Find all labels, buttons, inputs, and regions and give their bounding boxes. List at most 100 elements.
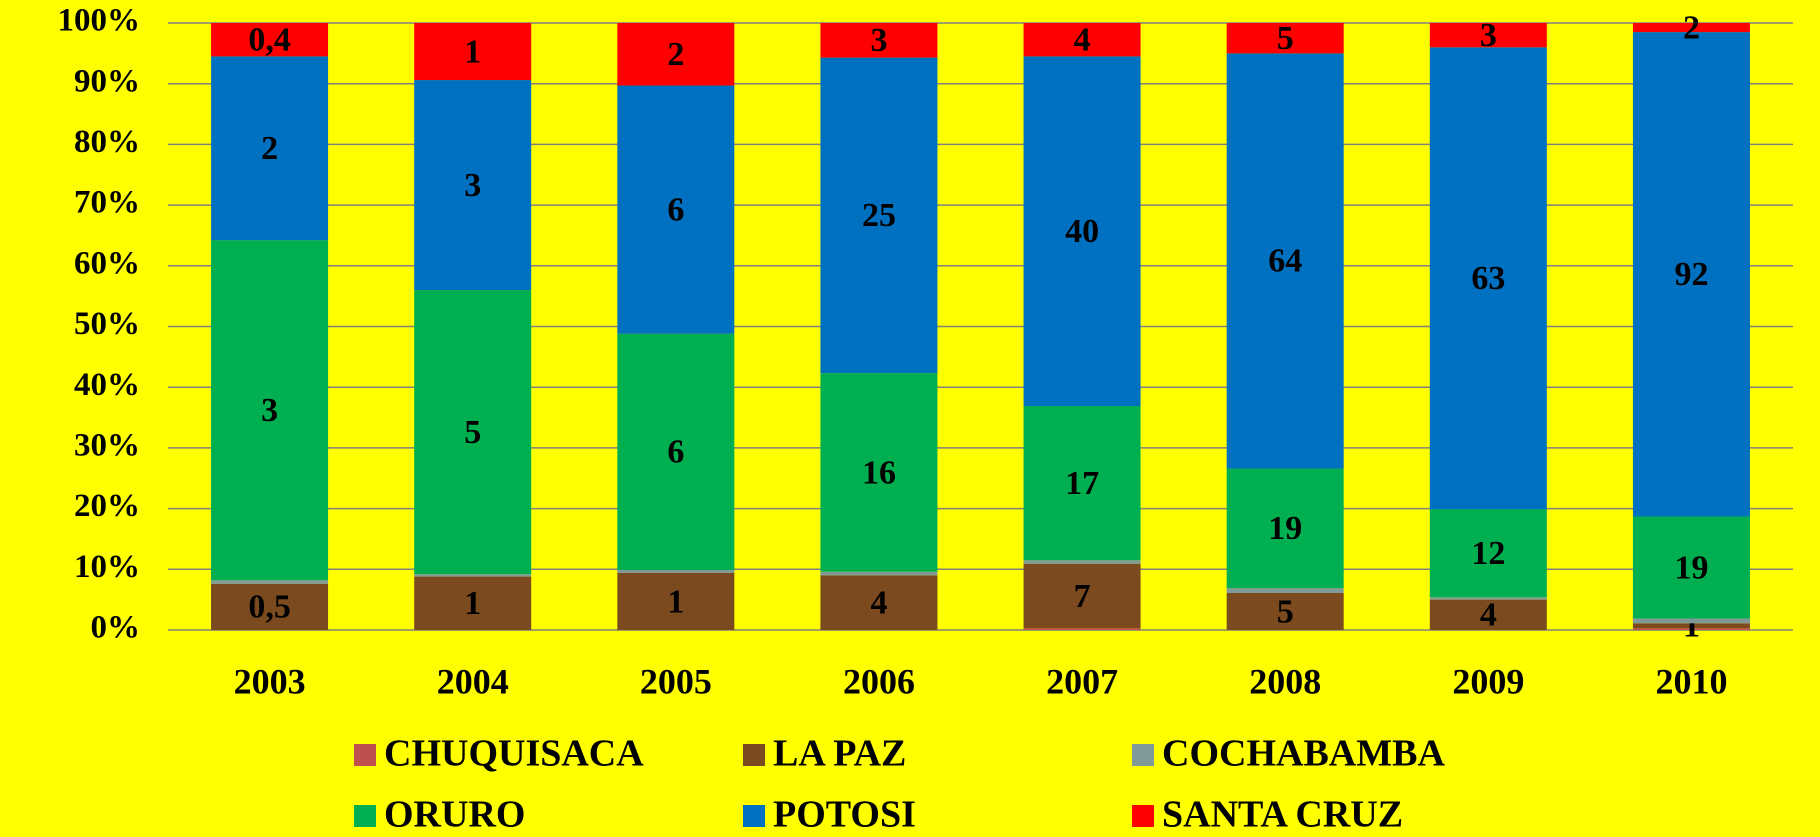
bar-segment: [1429, 47, 1547, 510]
data-label: 0,5: [248, 589, 291, 626]
data-label: 2: [667, 36, 684, 73]
x-tick-label: 2010: [1655, 661, 1727, 701]
data-label: 1: [464, 585, 481, 622]
data-label: 5: [1277, 20, 1294, 57]
bar-segment: [1632, 623, 1750, 629]
data-label: 6: [667, 191, 684, 228]
data-label: 7: [1074, 578, 1091, 615]
bar-segment: [1429, 23, 1547, 48]
bar-segment: [1023, 563, 1141, 629]
data-label: 5: [1277, 593, 1294, 630]
data-label: 2: [1683, 9, 1700, 46]
bar-segment: [820, 373, 938, 572]
legend-swatch: [354, 744, 376, 766]
data-label: 4: [1074, 21, 1091, 58]
legend-label: SANTA CRUZ: [1162, 794, 1403, 836]
bar-segment: [617, 85, 735, 334]
bar-segment: [414, 80, 532, 291]
y-tick-label: 30%: [74, 427, 140, 463]
bar-segment: [1226, 588, 1344, 593]
bar-segment: [1429, 599, 1547, 630]
data-label: 16: [862, 454, 896, 491]
bar-segment: [1632, 23, 1750, 33]
data-label: 3: [1480, 17, 1497, 54]
bar-segment: [617, 333, 735, 570]
bar-segment: [1632, 618, 1750, 624]
bar-segment: [1226, 53, 1344, 469]
bar-segment: [211, 583, 329, 630]
legend-swatch: [743, 744, 765, 766]
bar-segment: [1226, 23, 1344, 54]
y-tick-label: 0%: [91, 610, 141, 646]
data-label: 12: [1471, 535, 1505, 572]
y-tick-label: 60%: [74, 245, 140, 281]
data-label: 1: [667, 583, 684, 620]
x-tick-label: 2006: [843, 661, 915, 701]
x-tick-label: 2009: [1452, 661, 1524, 701]
bar-segment: [1226, 592, 1344, 630]
data-label: 92: [1674, 256, 1708, 293]
data-label: 17: [1065, 465, 1099, 502]
data-label: 2: [261, 130, 278, 167]
data-label: 40: [1065, 213, 1099, 250]
legend-swatch: [743, 805, 765, 827]
data-label: 3: [464, 167, 481, 204]
x-tick-label: 2007: [1046, 661, 1118, 701]
x-tick-label: 2003: [234, 661, 306, 701]
bar-segment: [1632, 32, 1750, 517]
data-label: 19: [1268, 510, 1302, 547]
legend-swatch: [1132, 744, 1154, 766]
bar-segment: [414, 23, 532, 81]
data-label: 3: [870, 22, 887, 59]
bar-segment: [820, 57, 938, 374]
data-label: 0,4: [248, 21, 291, 58]
bar-segment: [820, 571, 938, 576]
bar-segment: [414, 576, 532, 630]
y-tick-label: 50%: [74, 306, 140, 342]
legend-label: COCHABAMBA: [1162, 733, 1445, 775]
legend-label: LA PAZ: [773, 733, 906, 775]
data-label: 4: [870, 584, 887, 621]
data-label: 1: [464, 33, 481, 70]
bar-segment: [820, 575, 938, 630]
x-tick-label: 2005: [640, 661, 712, 701]
bar-segment: [414, 574, 532, 577]
data-label: 3: [261, 392, 278, 429]
y-tick-label: 10%: [74, 549, 140, 585]
bar-segment: [211, 580, 329, 584]
bar-segment: [211, 240, 329, 581]
data-label: 19: [1674, 549, 1708, 586]
legend-label: POTOSI: [773, 794, 916, 836]
legend-label: CHUQUISACA: [384, 733, 644, 775]
legend-label: ORURO: [384, 794, 525, 836]
y-tick-label: 100%: [58, 3, 141, 39]
data-label: 5: [464, 414, 481, 451]
bar-segment: [1226, 468, 1344, 589]
y-tick-label: 20%: [74, 488, 140, 524]
data-label: 4: [1480, 597, 1497, 634]
bar-segment: [1023, 56, 1141, 407]
bar-segment: [1023, 628, 1141, 630]
bar-segment: [1023, 560, 1141, 564]
y-tick-label: 70%: [74, 185, 140, 221]
bar-segment: [211, 56, 329, 241]
bar-segment: [1632, 516, 1750, 619]
bar-segment: [1632, 628, 1750, 630]
bar-segment: [1429, 509, 1547, 598]
bar-segment: [820, 23, 938, 58]
bar-segment: [414, 290, 532, 575]
data-label: 64: [1268, 243, 1302, 280]
legend-swatch: [1132, 805, 1154, 827]
bar-segment: [1023, 406, 1141, 561]
data-label: 63: [1471, 260, 1505, 297]
x-tick-label: 2008: [1249, 661, 1321, 701]
data-label: 25: [862, 197, 896, 234]
x-tick-label: 2004: [437, 661, 509, 701]
legend-swatch: [354, 805, 376, 827]
bar-segment: [1023, 23, 1141, 57]
bar-segment: [617, 569, 735, 573]
data-label: 6: [667, 434, 684, 471]
y-tick-label: 40%: [74, 367, 140, 403]
bar-segment: [617, 572, 735, 630]
